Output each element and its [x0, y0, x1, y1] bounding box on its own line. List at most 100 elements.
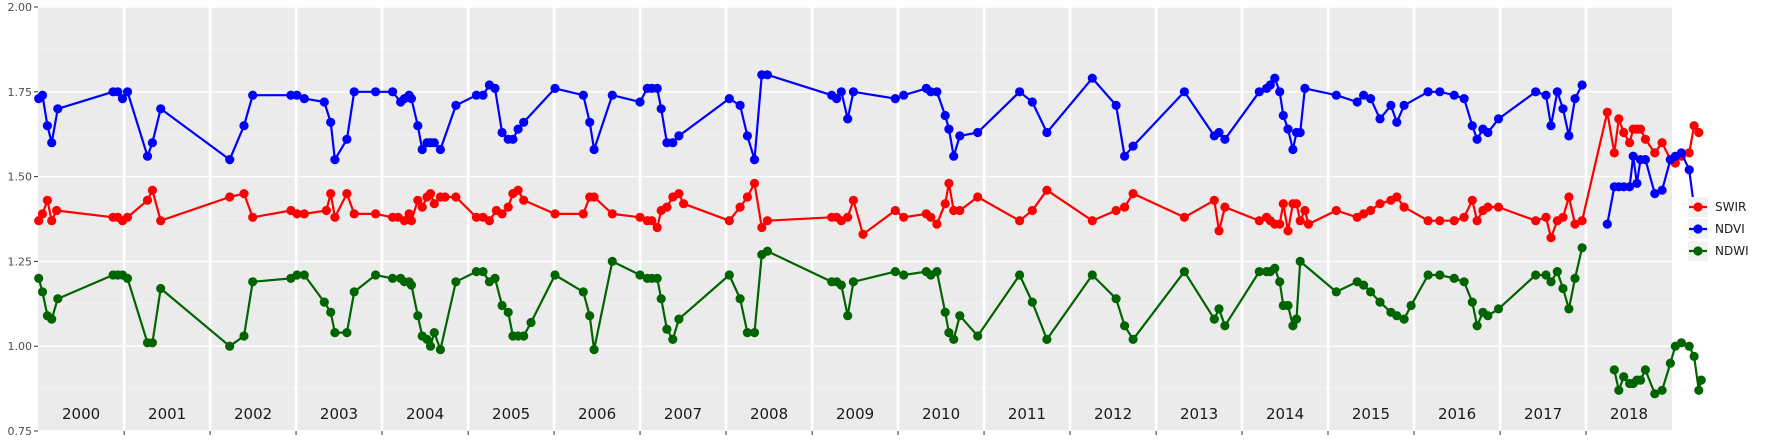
swir-point [1359, 209, 1369, 219]
ndwi-point [371, 270, 381, 280]
ndvi-point [1657, 185, 1667, 195]
ndwi-point [656, 294, 666, 304]
ndwi-point [471, 267, 481, 277]
ndvi-point [413, 121, 423, 131]
ndvi-point [1472, 134, 1482, 144]
ndwi-point [836, 280, 846, 290]
ndvi-point [342, 134, 352, 144]
ndwi-point [1676, 338, 1686, 348]
ndvi-point [292, 90, 302, 100]
ndwi-point [1619, 372, 1629, 382]
ndvi-point [1283, 124, 1293, 134]
ndvi-point [147, 138, 157, 148]
ndvi-point [225, 155, 235, 165]
ndvi-point [944, 124, 954, 134]
ndwi-point [955, 311, 965, 321]
ndvi-point [762, 70, 773, 80]
ndvi-point [37, 90, 48, 100]
ndvi-point [1602, 219, 1612, 229]
year-label: 2013 [1180, 405, 1218, 423]
ndwi-point [519, 331, 529, 341]
ndwi-point [749, 328, 760, 338]
swir-point [413, 195, 423, 205]
ndwi-point [429, 328, 439, 338]
swir-point [519, 195, 529, 205]
ndvi-point [890, 94, 900, 104]
swir-point [34, 216, 44, 226]
swir-point [451, 192, 461, 202]
ndwi-point [735, 294, 745, 304]
ndwi-point [342, 328, 352, 338]
ndvi-point [932, 87, 942, 97]
ndvi-point [1214, 127, 1224, 138]
ndvi-point [1493, 114, 1504, 124]
swir-point [330, 212, 340, 222]
swir-point [1640, 134, 1650, 144]
ndvi-point [955, 131, 965, 141]
swir-point [1483, 202, 1493, 212]
legend-key-ndvi-point [1693, 224, 1703, 234]
year-label: 2002 [234, 405, 272, 423]
ndvi-point [742, 131, 753, 141]
ndwi-point [1406, 300, 1416, 311]
swir-point [417, 202, 427, 212]
ndwi-point [1359, 280, 1369, 290]
ndwi-point [1291, 314, 1302, 324]
swir-point [1275, 219, 1285, 229]
ndvi-point [1541, 90, 1551, 100]
swir-point [1423, 216, 1433, 226]
ndvi-point [248, 90, 258, 100]
ndvi-point [899, 90, 909, 100]
ndvi-point [497, 127, 507, 138]
ndvi-point [239, 121, 249, 131]
swir-point [399, 216, 409, 226]
year-label: 2014 [1266, 405, 1304, 423]
ndvi-point [1632, 178, 1642, 188]
ndvi-point [1531, 87, 1541, 97]
ndwi-point [1546, 277, 1556, 287]
ndwi-point [422, 334, 432, 344]
ndvi-point [42, 121, 53, 131]
swir-point [762, 216, 773, 226]
swir-point [349, 209, 359, 219]
ndvi-point [508, 134, 518, 144]
swir-point [1650, 148, 1660, 158]
ndvi-point [1015, 87, 1025, 97]
swir-point [858, 229, 868, 239]
ndvi-point [490, 83, 500, 93]
ndvi-point [1467, 121, 1477, 131]
ndvi-point [848, 87, 859, 97]
ndvi-point [1352, 97, 1362, 107]
ndvi-point [53, 104, 63, 114]
swir-point [440, 192, 450, 202]
year-label: 2006 [578, 405, 616, 423]
swir-point [735, 202, 745, 212]
ndvi-point [1275, 87, 1285, 97]
ndvi-point [1570, 94, 1580, 104]
ndvi-point [47, 138, 57, 148]
swir-point [503, 202, 513, 212]
ndwi-point [1128, 334, 1138, 344]
ndvi-point [519, 117, 529, 127]
swir-point [1546, 233, 1556, 243]
ndvi-point [299, 94, 309, 104]
ndvi-point [1546, 121, 1556, 131]
swir-point [1399, 202, 1409, 212]
ndvi-point [1359, 90, 1369, 100]
ndwi-point [1459, 277, 1469, 287]
swir-point [674, 189, 684, 199]
swir-point [37, 209, 48, 219]
ndvi-point [832, 94, 842, 104]
ndwi-point [668, 334, 678, 344]
ndwi-point [1614, 385, 1624, 395]
ndwi-point [1295, 256, 1305, 266]
swir-point [1541, 212, 1551, 222]
ndvi-point [326, 117, 336, 127]
ndvi-point [471, 90, 481, 100]
swir-point [1295, 216, 1305, 226]
ndwi-point [1275, 277, 1285, 287]
swir-point [652, 222, 662, 233]
y-tick-label: 1.25 [8, 255, 33, 268]
ndwi-point [1684, 341, 1694, 351]
